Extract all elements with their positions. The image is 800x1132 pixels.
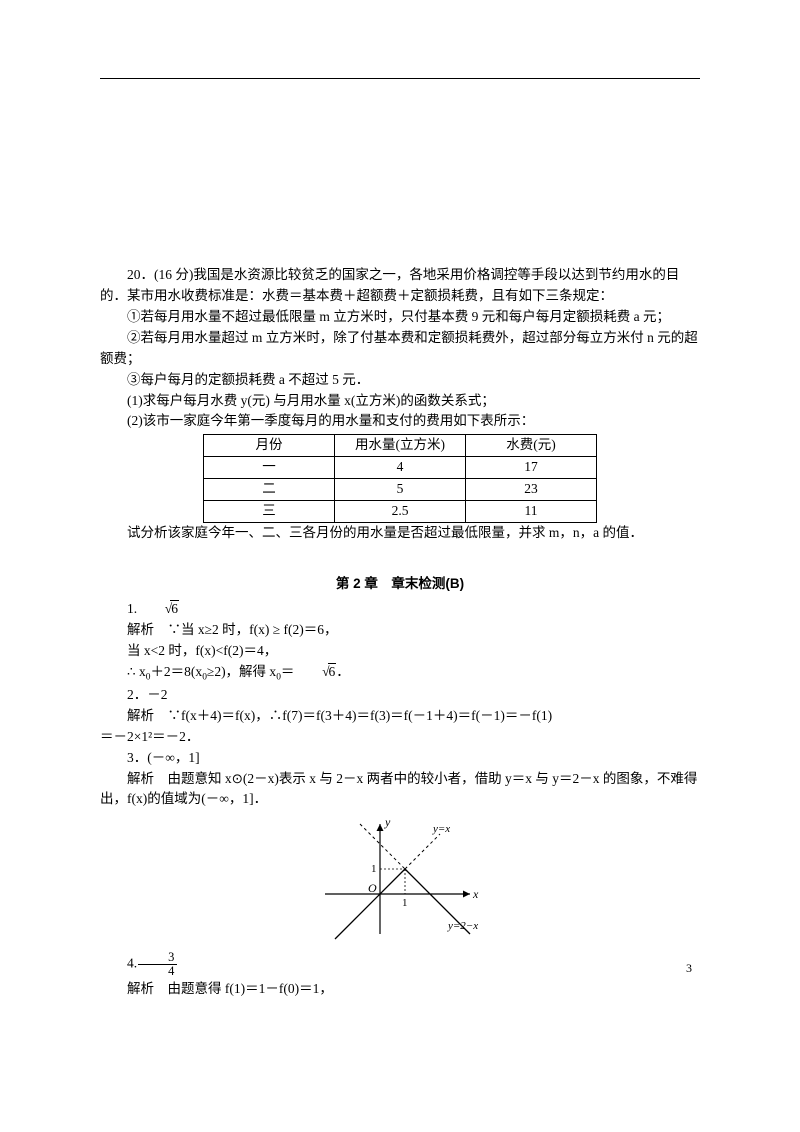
line-label-yx: y=x xyxy=(432,823,450,835)
col-usage: 用水量(立方米) xyxy=(335,435,466,457)
answer-3: 3．(－∞，1] xyxy=(100,748,700,769)
cell: 一 xyxy=(204,457,335,479)
answer-2-exp-a: 解析 ∵f(x＋4)＝f(x)，∴f(7)＝f(3＋4)＝f(3)＝f(－1＋4… xyxy=(100,706,700,727)
page-number: 3 xyxy=(686,959,692,978)
section-title: 第 2 章 章末检测(B) xyxy=(100,574,700,595)
origin-label: O xyxy=(368,881,377,895)
table-row: 一 4 17 xyxy=(204,457,597,479)
rule-1: ①若每月用水量不超过最低限量 m 立方米时，只付基本费 9 元和每户每月定额损耗… xyxy=(100,307,700,328)
col-month: 月份 xyxy=(204,435,335,457)
cell: 二 xyxy=(204,479,335,501)
line-yx-dashed xyxy=(405,834,440,869)
rule-2: ②若每月用水量超过 m 立方米时，除了付基本费和定额损耗费外，超过部分每立方米付… xyxy=(100,328,700,370)
rule-3: ③每户每月的定额损耗费 a 不超过 5 元． xyxy=(100,370,700,391)
tick-1y: 1 xyxy=(371,863,377,875)
txt: ＝ xyxy=(281,664,295,679)
answer-2-exp-b: ＝－2×1²＝－2． xyxy=(100,727,700,748)
fraction: 34 xyxy=(138,951,177,978)
answer-1-num: 1. xyxy=(127,601,137,616)
col-fee: 水费(元) xyxy=(466,435,597,457)
answer-2: 2．－2 xyxy=(100,685,700,706)
cell: 11 xyxy=(466,501,597,523)
cell: 三 xyxy=(204,501,335,523)
answer-4-exp: 解析 由题意得 f(1)＝1－f(0)＝1， xyxy=(100,979,700,1000)
problem-tail: 试分析该家庭今年一、二、三各月份的用水量是否超过最低限量，并求 m，n，a 的值… xyxy=(100,523,700,544)
answer-1: 1.6 xyxy=(100,599,700,620)
table-row: 二 5 23 xyxy=(204,479,597,501)
answer-1-exp2: 当 x<2 时，f(x)<f(2)＝4， xyxy=(100,641,700,662)
answer-4-num: 4. xyxy=(127,956,137,971)
cell: 2.5 xyxy=(335,501,466,523)
cell: 23 xyxy=(466,479,597,501)
top-rule xyxy=(100,78,700,79)
cell: 5 xyxy=(335,479,466,501)
graph-container: x y O 1 1 y=x y=2−x xyxy=(100,814,700,951)
cell: 17 xyxy=(466,457,597,479)
answer-1-exp3: ∴ x0＋2＝8(x0≥2)，解得 x0＝6． xyxy=(100,662,700,685)
graph-svg: x y O 1 1 y=x y=2−x xyxy=(305,814,495,944)
tick-1x: 1 xyxy=(402,897,408,909)
cell: 4 xyxy=(335,457,466,479)
usage-table: 月份 用水量(立方米) 水费(元) 一 4 17 二 5 23 三 2.5 11 xyxy=(203,434,597,523)
page-root: 20．(16 分)我国是水资源比较贫乏的国家之一，各地采用价格调控等手段以达到节… xyxy=(0,0,800,1040)
question-2: (2)该市一家庭今年第一季度每月的用水量和支付的费用如下表所示： xyxy=(100,411,700,432)
txt: ＋2＝8(x xyxy=(150,664,202,679)
answer-4: 4.34 xyxy=(100,951,700,978)
answer-1-exp1: 解析 ∵当 x≥2 时，f(x) ≥ f(2)＝6， xyxy=(100,620,700,641)
frac-den: 4 xyxy=(138,965,177,978)
line-y2x-dashed xyxy=(360,824,405,869)
answer-3-exp: 解析 由题意知 x⊙(2－x)表示 x 与 2－x 两者中的较小者，借助 y＝x… xyxy=(100,769,700,811)
radicand: 6 xyxy=(328,663,337,679)
content-area: 20．(16 分)我国是水资源比较贫乏的国家之一，各地采用价格调控等手段以达到节… xyxy=(100,115,700,1000)
line-label-y2x: y=2−x xyxy=(447,920,478,932)
txt: ≥2)，解得 x xyxy=(207,664,276,679)
txt: ∴ x xyxy=(127,664,146,679)
radicand: 6 xyxy=(170,600,179,616)
table-header-row: 月份 用水量(立方米) 水费(元) xyxy=(204,435,597,457)
line-yx-solid xyxy=(335,869,405,939)
question-1: (1)求每户每月水费 y(元) 与月用水量 x(立方米)的函数关系式； xyxy=(100,391,700,412)
frac-num: 3 xyxy=(138,951,177,965)
txt: ． xyxy=(336,664,350,679)
sqrt-icon: 6 xyxy=(294,662,336,683)
y-axis-label: y xyxy=(384,815,391,829)
answers-block: 1.6 解析 ∵当 x≥2 时，f(x) ≥ f(2)＝6， 当 x<2 时，f… xyxy=(100,599,700,1000)
problem-header: 20．(16 分)我国是水资源比较贫乏的国家之一，各地采用价格调控等手段以达到节… xyxy=(100,265,700,307)
table-row: 三 2.5 11 xyxy=(204,501,597,523)
sqrt-icon: 6 xyxy=(137,599,179,620)
x-axis-label: x xyxy=(472,887,479,901)
